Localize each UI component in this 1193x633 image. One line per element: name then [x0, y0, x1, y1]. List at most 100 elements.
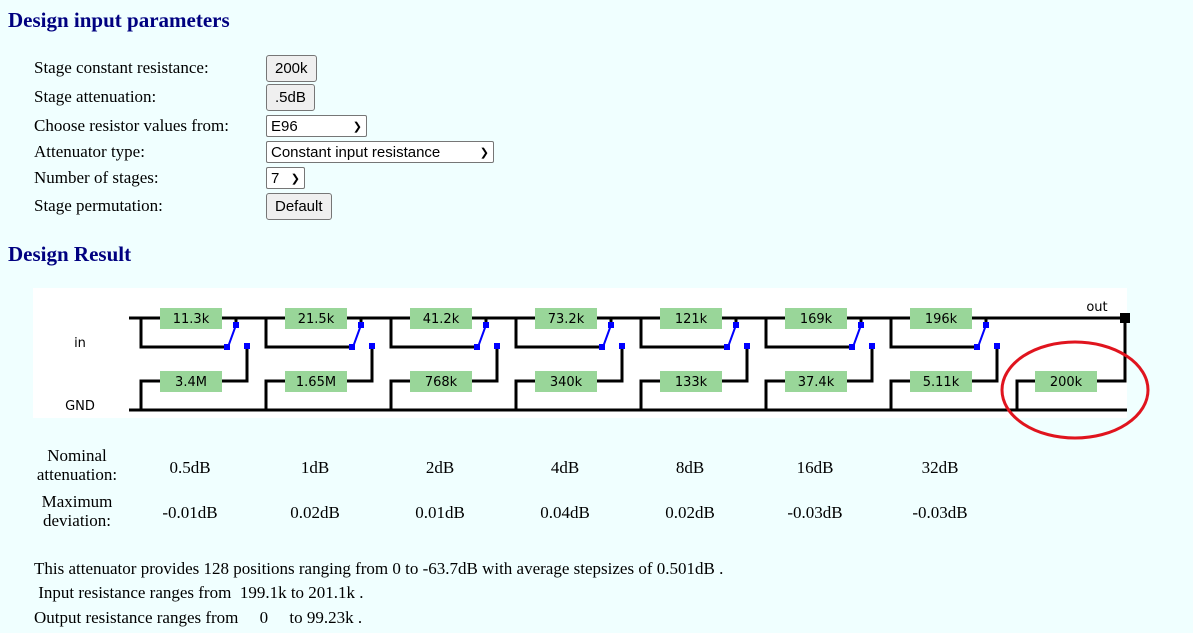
- switch-contact-bypass: [224, 344, 230, 350]
- shunt-resistor: [660, 371, 722, 392]
- stage-6: 169k 37.4k: [764, 308, 875, 410]
- stage-resistance-button[interactable]: 200k: [266, 55, 317, 82]
- select-value: Constant input resistance: [271, 143, 441, 161]
- shunt-contact-wire: [847, 346, 874, 383]
- shunt-contact-wire: [222, 346, 249, 383]
- out-terminal: [1120, 313, 1130, 323]
- nominal-cell: 16dB: [796, 458, 834, 477]
- bypass-wire: [889, 318, 978, 349]
- select-value: E96: [271, 117, 298, 135]
- resistor-series-select[interactable]: E96 ❯: [266, 115, 367, 137]
- switch-pivot: [983, 322, 989, 328]
- series-resistor-label: 21.5k: [298, 312, 335, 327]
- switch-contact-bypass: [849, 344, 855, 350]
- switch-contact-shunt: [869, 343, 875, 349]
- bypass-wire: [264, 318, 353, 349]
- in-label: in: [74, 336, 86, 351]
- shunt-resistor-label: 133k: [675, 375, 708, 390]
- nominal-row-label: Nominal attenuation:: [36, 446, 118, 484]
- series-resistor: [160, 308, 222, 329]
- switch-blade[interactable]: [727, 324, 737, 348]
- result-section-title: Design Result: [8, 242, 132, 266]
- attenuator-type-select[interactable]: Constant input resistance ❯: [266, 141, 494, 163]
- shunt-resistor: [410, 371, 472, 392]
- switch-pivot: [608, 322, 614, 328]
- shunt-contact-wire: [472, 346, 499, 383]
- shunt-resistor: [285, 371, 347, 392]
- switch-blade[interactable]: [477, 324, 487, 348]
- bypass-wire: [764, 318, 853, 349]
- stage-3: 41.2k 768k: [389, 308, 500, 410]
- switch-pivot: [483, 322, 489, 328]
- termination: 200k: [1015, 318, 1127, 410]
- deviation-cell: -0.03dB: [912, 503, 968, 522]
- switch-blade[interactable]: [602, 324, 612, 348]
- shunt-ground-wire: [139, 379, 160, 410]
- select-value: 7: [271, 169, 280, 187]
- shunt-contact-wire: [722, 346, 749, 383]
- field-label: Stage attenuation:: [34, 87, 157, 106]
- bypass-wire: [389, 318, 478, 349]
- summary-positions: This attenuator provides 128 positions r…: [34, 559, 724, 578]
- shunt-resistor: [910, 371, 972, 392]
- series-resistor: [535, 308, 597, 329]
- termination-ground-wire: [1015, 379, 1035, 410]
- termination-out-wire: [1097, 318, 1127, 383]
- deviation-cell: 0.02dB: [290, 503, 340, 522]
- stage-1: 11.3k 3.4M: [139, 308, 250, 410]
- shunt-resistor-label: 1.65M: [296, 375, 336, 390]
- attenuator-schematic: in GND out 11.3k 3.4M 21.5k 1.65M 41.2k 768k 7…: [33, 288, 1150, 440]
- shunt-ground-wire: [889, 379, 910, 410]
- switch-contact-shunt: [369, 343, 375, 349]
- shunt-ground-wire: [514, 379, 535, 410]
- stage-7: 196k 5.11k: [889, 308, 1000, 410]
- number-stages-select[interactable]: 7 ❯: [266, 167, 305, 189]
- deviation-cell: -0.03dB: [787, 503, 843, 522]
- deviation-cell: 0.02dB: [665, 503, 715, 522]
- stage-4: 73.2k 340k: [514, 308, 625, 410]
- shunt-resistor: [535, 371, 597, 392]
- switch-contact-shunt: [994, 343, 1000, 349]
- series-resistor: [285, 308, 347, 329]
- shunt-contact-wire: [972, 346, 999, 383]
- series-resistor-label: 169k: [800, 312, 833, 327]
- shunt-contact-wire: [347, 346, 374, 383]
- switch-contact-bypass: [974, 344, 980, 350]
- switch-blade[interactable]: [852, 324, 862, 348]
- field-label: Choose resistor values from:: [34, 116, 229, 135]
- field-label: Stage permutation:: [34, 196, 163, 215]
- stage-attenuation-button[interactable]: .5dB: [266, 84, 315, 111]
- stage-2: 21.5k 1.65M: [264, 308, 375, 410]
- shunt-ground-wire: [389, 379, 410, 410]
- switch-contact-shunt: [744, 343, 750, 349]
- shunt-resistor: [785, 371, 847, 392]
- series-resistor: [785, 308, 847, 329]
- shunt-ground-wire: [639, 379, 660, 410]
- shunt-contact-wire: [597, 346, 624, 383]
- bypass-wire: [514, 318, 603, 349]
- shunt-resistor-label: 3.4M: [175, 375, 207, 390]
- stage-5: 121k 133k: [639, 308, 750, 410]
- switch-blade[interactable]: [977, 324, 987, 348]
- nominal-cell: 1dB: [300, 458, 330, 477]
- nominal-cell: 4dB: [550, 458, 580, 477]
- field-label: Attenuator type:: [34, 142, 145, 161]
- summary-input-resistance: Input resistance ranges from 199.1k to 2…: [34, 583, 364, 602]
- series-resistor: [660, 308, 722, 329]
- switch-blade[interactable]: [352, 324, 362, 348]
- series-resistor-label: 196k: [925, 312, 958, 327]
- nominal-cell: 32dB: [921, 458, 959, 477]
- series-resistor: [910, 308, 972, 329]
- switch-blade[interactable]: [227, 324, 237, 348]
- switch-contact-shunt: [494, 343, 500, 349]
- gnd-label: GND: [65, 399, 95, 414]
- switch-contact-bypass: [599, 344, 605, 350]
- chevron-down-icon: ❯: [352, 120, 362, 133]
- input-section-title: Design input parameters: [8, 8, 230, 32]
- stage-permutation-button[interactable]: Default: [266, 193, 332, 220]
- switch-contact-bypass: [474, 344, 480, 350]
- bypass-wire: [139, 318, 228, 349]
- schematic-background: [33, 288, 1127, 418]
- deviation-cell: -0.01dB: [162, 503, 218, 522]
- out-label: out: [1086, 300, 1107, 315]
